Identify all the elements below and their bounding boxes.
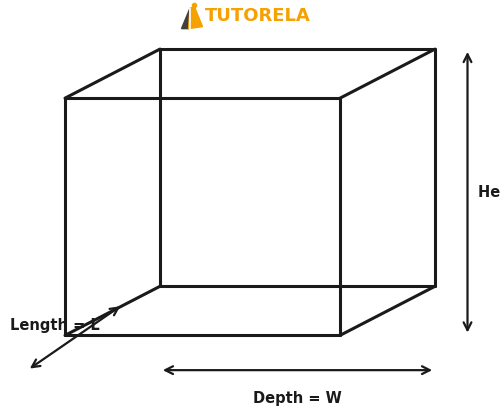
Text: Length = L: Length = L — [10, 318, 100, 333]
Polygon shape — [182, 8, 195, 29]
Text: Depth = W: Depth = W — [253, 391, 342, 406]
Polygon shape — [188, 8, 202, 29]
Text: Height = H: Height = H — [478, 185, 500, 200]
Text: TUTORELA: TUTORELA — [205, 7, 311, 25]
